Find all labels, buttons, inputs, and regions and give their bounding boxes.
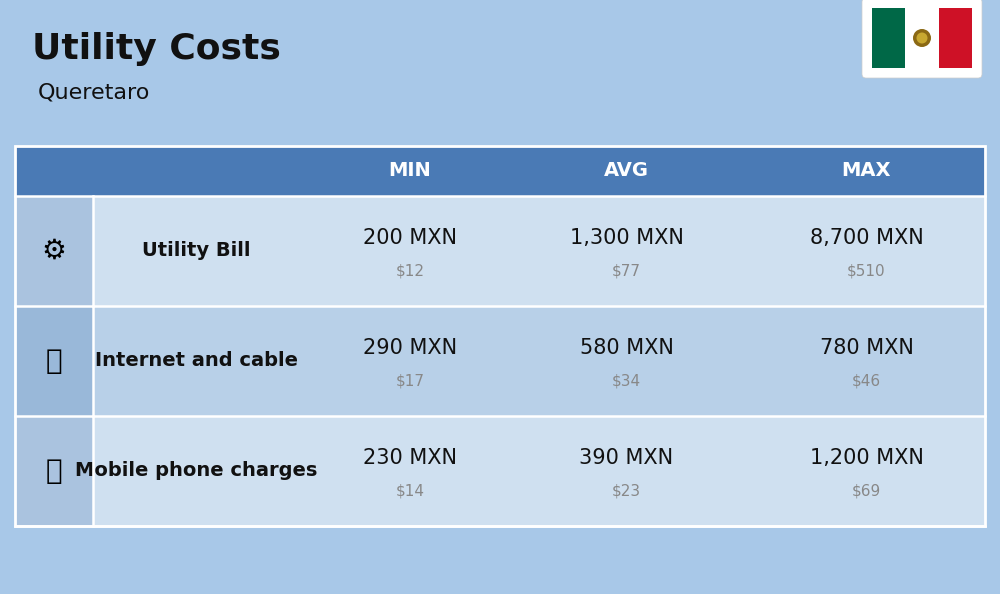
Text: $46: $46 bbox=[852, 374, 881, 388]
Text: 1,300 MXN: 1,300 MXN bbox=[570, 228, 683, 248]
Text: MIN: MIN bbox=[389, 162, 431, 181]
Text: $23: $23 bbox=[612, 484, 641, 498]
Text: Utility Bill: Utility Bill bbox=[142, 242, 251, 261]
FancyBboxPatch shape bbox=[862, 0, 982, 78]
Text: $34: $34 bbox=[612, 374, 641, 388]
Text: MAX: MAX bbox=[842, 162, 891, 181]
FancyBboxPatch shape bbox=[939, 8, 972, 68]
Text: AVG: AVG bbox=[604, 162, 649, 181]
FancyBboxPatch shape bbox=[15, 306, 985, 416]
Circle shape bbox=[917, 33, 928, 43]
Text: 780 MXN: 780 MXN bbox=[820, 338, 913, 358]
Text: $17: $17 bbox=[395, 374, 424, 388]
Text: Mobile phone charges: Mobile phone charges bbox=[75, 462, 318, 481]
Text: 580 MXN: 580 MXN bbox=[580, 338, 673, 358]
Text: $12: $12 bbox=[395, 264, 424, 279]
Text: ⚙: ⚙ bbox=[42, 237, 66, 265]
Text: $510: $510 bbox=[847, 264, 886, 279]
FancyBboxPatch shape bbox=[15, 146, 985, 196]
Text: 390 MXN: 390 MXN bbox=[579, 448, 674, 468]
FancyBboxPatch shape bbox=[905, 8, 939, 68]
Text: Utility Costs: Utility Costs bbox=[32, 32, 281, 66]
FancyBboxPatch shape bbox=[872, 8, 905, 68]
FancyBboxPatch shape bbox=[15, 196, 93, 306]
FancyBboxPatch shape bbox=[15, 196, 985, 306]
Text: Internet and cable: Internet and cable bbox=[95, 352, 298, 371]
Text: 8,700 MXN: 8,700 MXN bbox=[810, 228, 923, 248]
Text: 290 MXN: 290 MXN bbox=[363, 338, 457, 358]
Text: 📱: 📱 bbox=[46, 457, 62, 485]
Text: Queretaro: Queretaro bbox=[38, 82, 150, 102]
FancyBboxPatch shape bbox=[15, 306, 93, 416]
Circle shape bbox=[913, 29, 931, 47]
Text: 1,200 MXN: 1,200 MXN bbox=[810, 448, 923, 468]
FancyBboxPatch shape bbox=[15, 416, 985, 526]
Text: $69: $69 bbox=[852, 484, 881, 498]
Text: 📶: 📶 bbox=[46, 347, 62, 375]
Text: 200 MXN: 200 MXN bbox=[363, 228, 457, 248]
Text: $77: $77 bbox=[612, 264, 641, 279]
Text: $14: $14 bbox=[395, 484, 424, 498]
FancyBboxPatch shape bbox=[15, 416, 93, 526]
Text: 230 MXN: 230 MXN bbox=[363, 448, 457, 468]
